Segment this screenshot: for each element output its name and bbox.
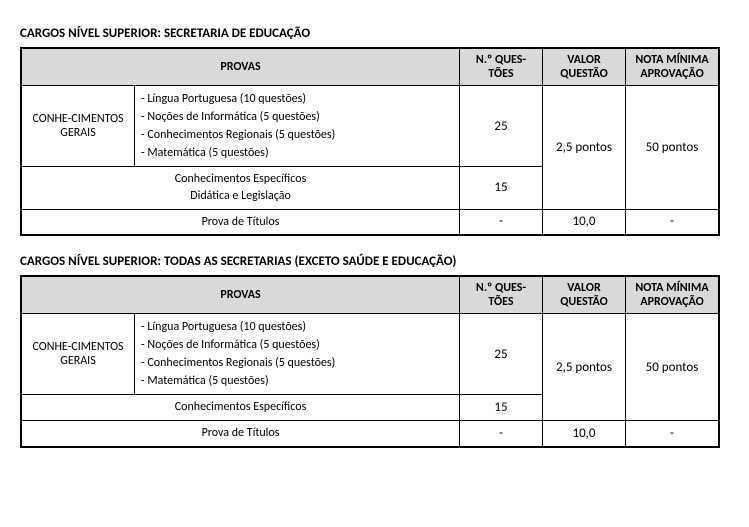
exam-table-2: PROVAS N.º QUES-TÕES VALOR QUESTÃO NOTA …: [20, 275, 720, 448]
header-nquestoes: N.º QUES-TÕES: [460, 48, 543, 86]
especificos-line: Conhecimentos Específicos: [28, 399, 453, 416]
especificos-line: Conhecimentos Específicos: [28, 171, 453, 188]
gerais-nq: 25: [460, 86, 543, 167]
header-nota: NOTA MÍNIMA APROVAÇÃO: [626, 48, 720, 86]
titulos-label: Prova de Títulos: [21, 421, 460, 447]
nota-minima: 50 pontos: [626, 314, 720, 421]
titulos-valor: 10,0: [543, 209, 626, 235]
gerais-nq: 25: [460, 314, 543, 395]
titulos-label: Prova de Títulos: [21, 209, 460, 235]
especificos-label: Conhecimentos Específicos: [21, 395, 460, 421]
exam-table-1: PROVAS N.º QUES-TÕES VALOR QUESTÃO NOTA …: [20, 47, 720, 236]
header-provas: PROVAS: [21, 276, 460, 314]
valor-questao: 2,5 pontos: [543, 86, 626, 210]
gerais-label: CONHE-CIMENTOS GERAIS: [21, 86, 135, 167]
gerais-label: CONHE-CIMENTOS GERAIS: [21, 314, 135, 395]
subject-line: - Noções de Informática (5 questões): [141, 336, 453, 354]
titulos-valor: 10,0: [543, 421, 626, 447]
table-row: Prova de Títulos - 10,0 -: [21, 421, 719, 447]
subject-line: - Língua Portuguesa (10 questões): [141, 318, 453, 336]
header-nota: NOTA MÍNIMA APROVAÇÃO: [626, 276, 720, 314]
gerais-label-text: CONHE-CIMENTOS GERAIS: [32, 340, 123, 368]
titulos-nota: -: [626, 421, 720, 447]
especificos-nq: 15: [460, 167, 543, 210]
table-header-row: PROVAS N.º QUES-TÕES VALOR QUESTÃO NOTA …: [21, 276, 719, 314]
nota-minima: 50 pontos: [626, 86, 720, 210]
table-row: CONHE-CIMENTOS GERAIS - Língua Portugues…: [21, 86, 719, 167]
header-provas: PROVAS: [21, 48, 460, 86]
titulos-nota: -: [626, 209, 720, 235]
subject-line: - Língua Portuguesa (10 questões): [141, 90, 453, 108]
subject-line: - Noções de Informática (5 questões): [141, 108, 453, 126]
table-header-row: PROVAS N.º QUES-TÕES VALOR QUESTÃO NOTA …: [21, 48, 719, 86]
subject-line: - Matemática (5 questões): [141, 372, 453, 390]
section-title-1: CARGOS NÍVEL SUPERIOR: SECRETARIA DE EDU…: [20, 26, 729, 41]
subject-line: - Matemática (5 questões): [141, 144, 453, 162]
gerais-label-text: CONHE-CIMENTOS GERAIS: [32, 112, 123, 140]
subject-line: - Conhecimentos Regionais (5 questões): [141, 126, 453, 144]
titulos-nq: -: [460, 209, 543, 235]
header-valor: VALOR QUESTÃO: [543, 276, 626, 314]
table-row: CONHE-CIMENTOS GERAIS - Língua Portugues…: [21, 314, 719, 395]
header-valor: VALOR QUESTÃO: [543, 48, 626, 86]
especificos-nq: 15: [460, 395, 543, 421]
header-nquestoes: N.º QUES-TÕES: [460, 276, 543, 314]
especificos-line: Didática e Legislação: [28, 188, 453, 205]
especificos-label: Conhecimentos Específicos Didática e Leg…: [21, 167, 460, 210]
table-row: Prova de Títulos - 10,0 -: [21, 209, 719, 235]
subject-line: - Conhecimentos Regionais (5 questões): [141, 354, 453, 372]
gerais-subjects: - Língua Portuguesa (10 questões) - Noçõ…: [135, 314, 460, 395]
gerais-subjects: - Língua Portuguesa (10 questões) - Noçõ…: [135, 86, 460, 167]
section-title-2: CARGOS NÍVEL SUPERIOR: TODAS AS SECRETAR…: [20, 254, 729, 269]
titulos-nq: -: [460, 421, 543, 447]
valor-questao: 2,5 pontos: [543, 314, 626, 421]
